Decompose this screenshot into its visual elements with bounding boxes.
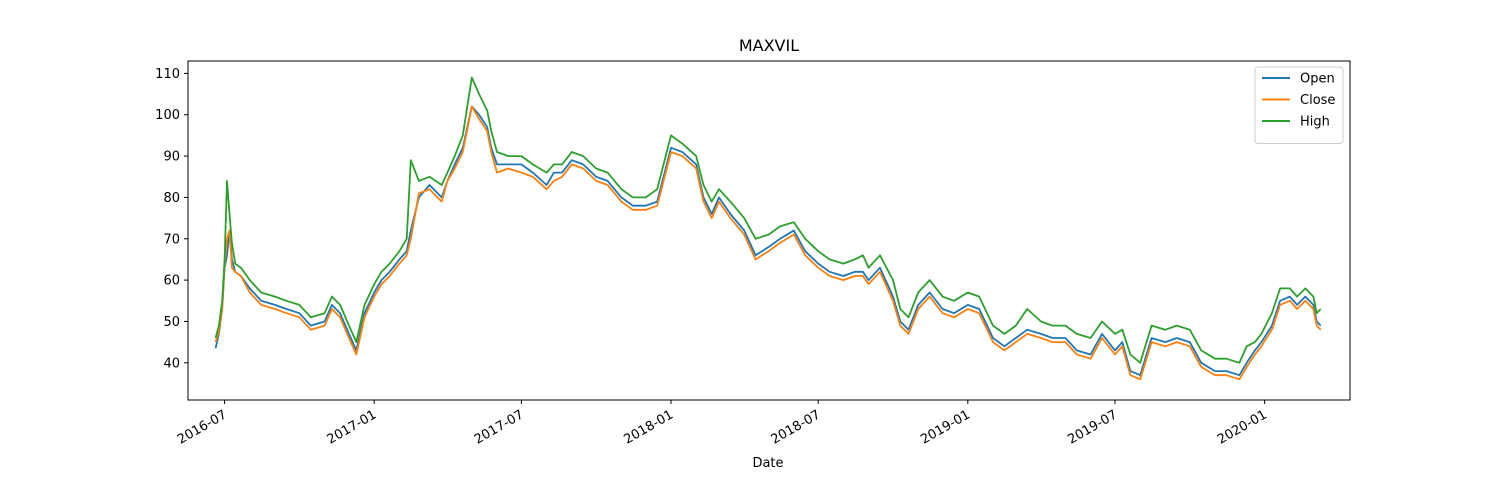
y-tick-label: 110 [155, 67, 180, 82]
series-line-open [214, 105, 1322, 377]
series-line-close [214, 105, 1322, 381]
legend: Open Close High [1254, 66, 1344, 144]
y-axis: 40 50 60 70 80 90 100 110 [155, 67, 188, 371]
y-tick-label: 100 [155, 108, 180, 123]
legend-label-open: Open [1300, 72, 1335, 87]
y-tick-label: 90 [163, 150, 180, 165]
legend-box [1254, 66, 1344, 144]
series-layer [214, 76, 1322, 381]
chart-title: MAXVIL [739, 36, 799, 55]
legend-label-close: Close [1300, 93, 1335, 108]
y-tick-label: 80 [163, 191, 180, 206]
y-tick-label: 40 [163, 356, 180, 371]
legend-label-high: High [1300, 115, 1330, 130]
y-tick-label: 60 [163, 274, 180, 289]
x-axis-label: Date [752, 456, 783, 471]
y-tick-label: 70 [163, 232, 180, 247]
plot-frame [187, 60, 1351, 401]
y-tick-label: 50 [163, 315, 180, 330]
series-line-high [214, 76, 1322, 364]
